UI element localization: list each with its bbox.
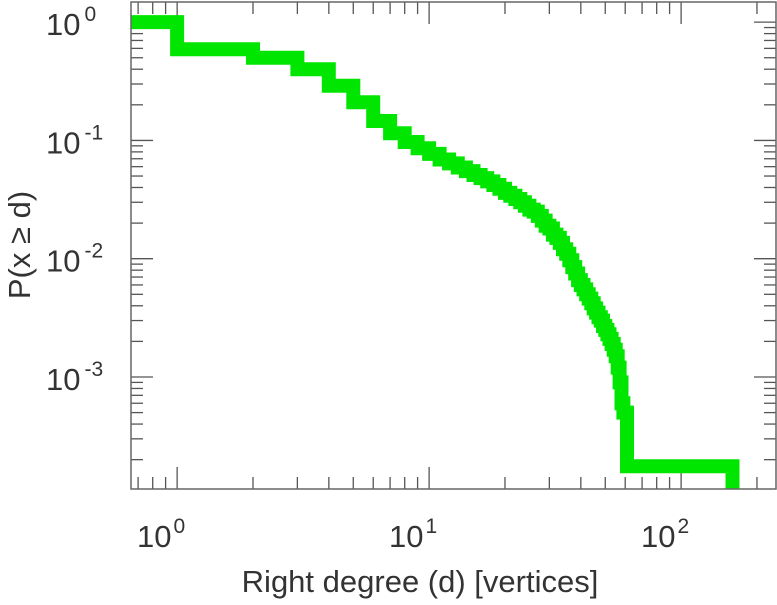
y-tick-exponent: -1: [84, 121, 103, 144]
y-tick-label: 10 -1: [46, 121, 103, 160]
axis-ticks: [131, 2, 776, 489]
x-tick-exponent: 1: [426, 515, 438, 538]
y-tick-label: 10 0: [46, 3, 96, 42]
x-tick-labels: 100 101 102: [137, 515, 689, 554]
y-tick-label: 10 -2: [46, 240, 103, 279]
y-tick-exponent: 0: [84, 3, 96, 26]
x-tick-label: 102: [641, 515, 689, 554]
series-line-ccdf: [131, 15, 740, 489]
x-tick-exponent: 2: [678, 515, 690, 538]
y-tick-label: 10 -3: [46, 358, 103, 397]
plot-frame: [130, 1, 777, 490]
y-tick-exponent: -2: [84, 240, 103, 263]
y-axis-label: P(x ≥ d): [2, 191, 37, 299]
x-tick-exponent: 0: [174, 515, 186, 538]
x-tick-label: 101: [389, 515, 437, 554]
x-axis-label: Right degree (d) [vertices]: [242, 564, 599, 599]
y-tick-exponent: -3: [84, 358, 103, 381]
x-tick-label: 100: [137, 515, 185, 554]
